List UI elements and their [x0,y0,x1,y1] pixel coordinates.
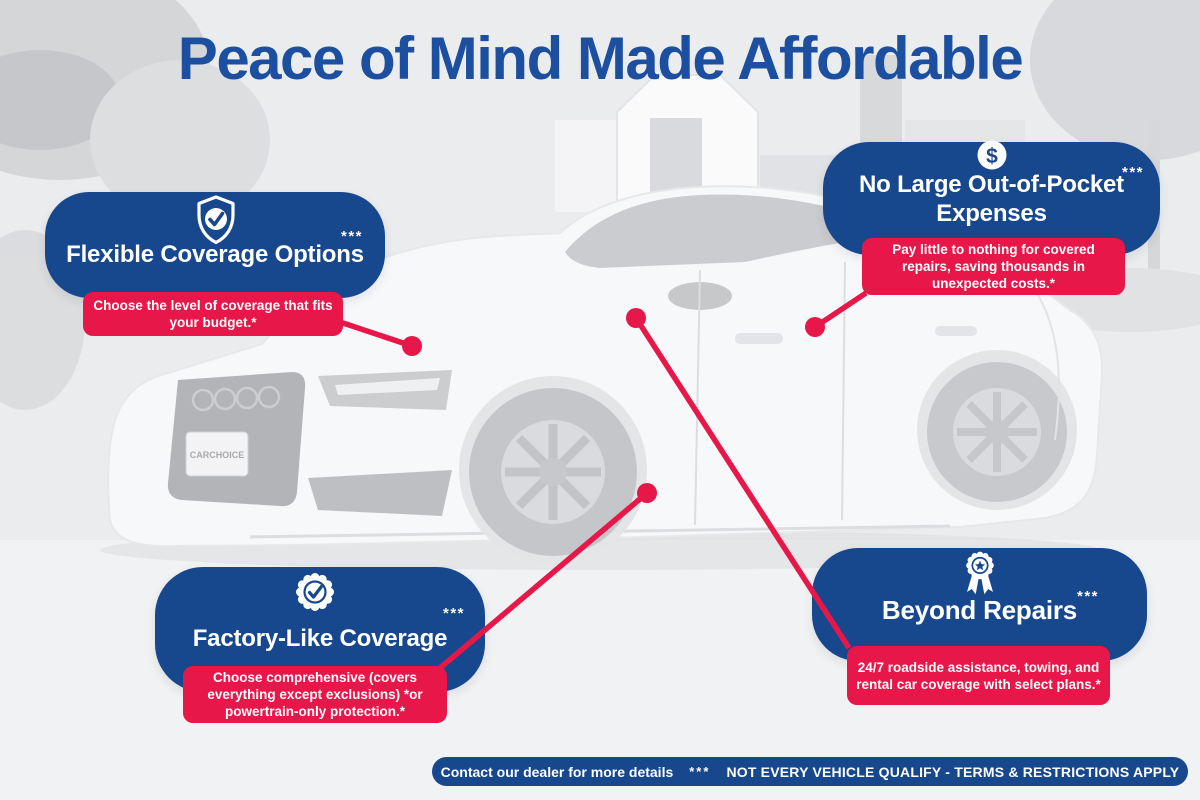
footer-asterisks: *** [689,764,711,779]
license-plate [185,431,249,477]
callout-title: Factory-Like Coverage [192,625,448,652]
callout-title: No Large Out-of-Pocket Expenses [859,171,1124,227]
footer-disclaimer: NOT EVERY VEHICLE QUALIFY - TERMS & REST… [726,763,1180,780]
asterisks-note: *** [1076,588,1099,605]
car-grille: CARCHOICE [167,372,306,507]
car-door-handle [935,326,977,336]
page-title: Peace of Mind Made Affordable [177,25,1024,92]
callout-title: Flexible Coverage Options [66,241,364,268]
license-plate-text: CARCHOICE [190,450,245,460]
audi-rings-icon [191,385,281,412]
asterisks-note: *** [442,605,465,622]
callout-title: Beyond Repairs [881,595,1078,625]
award-ribbon-icon [966,551,994,595]
car-headlight [318,370,452,410]
asterisks-note: *** [340,228,363,245]
callout-beyond-repairs: Beyond Repairs *** [812,548,1147,661]
detail-factory-like-coverage: Choose comprehensive (covers everything … [183,666,447,723]
dollar-icon: $ [977,140,1007,170]
footer-message: Contact our dealer for more details [440,763,674,780]
car-lower-intake [308,470,452,516]
detail-flexible-coverage: Choose the level of coverage that fits y… [83,292,343,336]
svg-text:$: $ [986,145,998,168]
detail-no-large-out-of-pocket: Pay little to nothing for covered repair… [862,238,1125,295]
car-windows [565,194,906,268]
callout-flexible-coverage: Flexible Coverage Options *** [45,192,385,298]
shield-check-icon [197,195,235,245]
detail-beyond-repairs: 24/7 roadside assistance, towing, and re… [847,646,1110,705]
car-trunk-line [1034,289,1060,441]
callout-no-large-out-of-pocket: $ No Large Out-of-Pocket Expenses *** [823,140,1160,255]
car-door-handle [735,333,783,344]
badge-check-icon [296,573,334,611]
footer-bar: Contact our dealer for more details *** … [432,757,1188,786]
car-rear-wheel [917,350,1077,510]
asterisks-note: *** [1121,164,1144,181]
car-front-wheel [459,376,647,564]
